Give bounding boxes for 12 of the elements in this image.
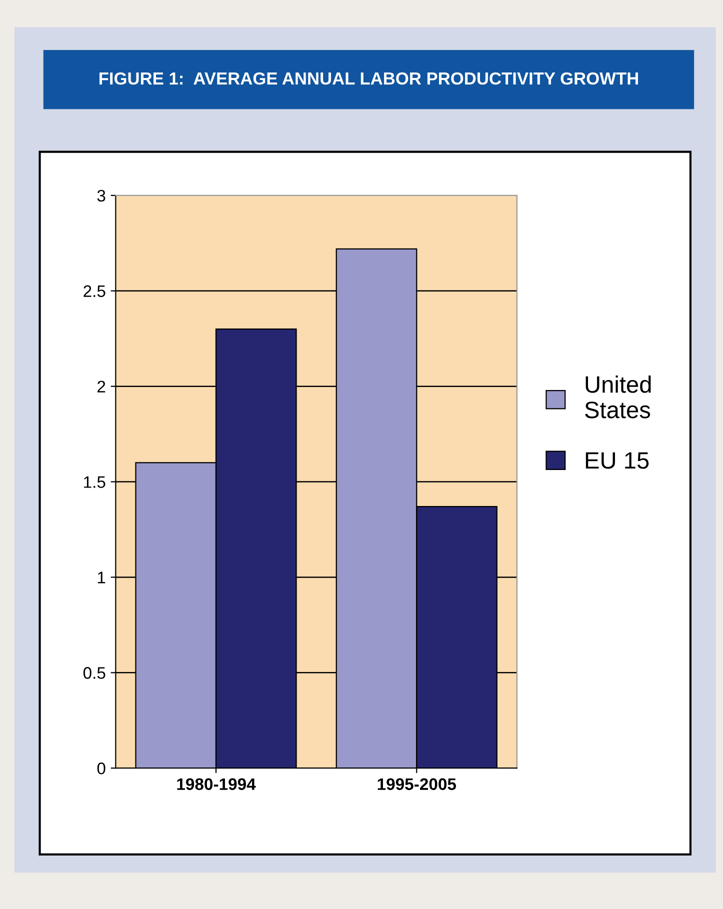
legend-label: EU 15 [586, 452, 649, 469]
x-tick-label: 1980-1994 [177, 778, 256, 790]
legend-label: United States [585, 376, 651, 418]
chart-title: FIGURE 1: AVERAGE ANNUAL LABOR PRODUCTIVITY GROWTH [99, 72, 638, 85]
y-tick-label: 0 [97, 762, 106, 774]
y-tick-label: 2 [98, 380, 106, 392]
y-tick-label: 2.5 [84, 285, 106, 298]
y-tick-label: 1.5 [84, 476, 106, 488]
x-tick-label: 1995-2005 [378, 778, 456, 790]
y-tick-label: 1 [98, 572, 106, 584]
y-tick-label: 3 [97, 190, 106, 202]
y-tick-label: 0.5 [83, 667, 106, 679]
